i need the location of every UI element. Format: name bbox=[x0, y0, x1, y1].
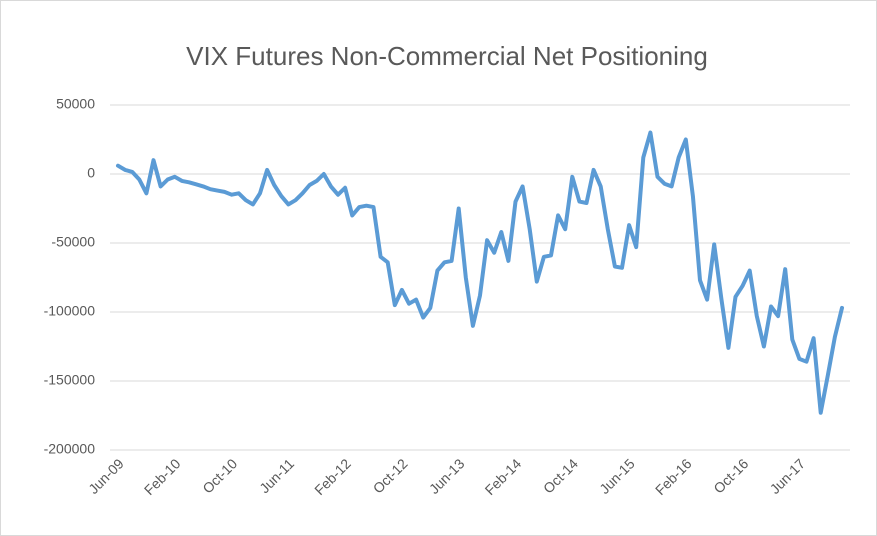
y-tick-label: 0 bbox=[87, 165, 95, 181]
y-tick-label: -100000 bbox=[44, 303, 96, 319]
chart-title: VIX Futures Non-Commercial Net Positioni… bbox=[186, 41, 708, 71]
y-tick-label: -50000 bbox=[51, 234, 95, 250]
y-tick-label: 50000 bbox=[56, 96, 95, 112]
y-tick-label: -150000 bbox=[44, 372, 96, 388]
y-tick-label: -200000 bbox=[44, 441, 96, 457]
data-line bbox=[116, 130, 844, 415]
